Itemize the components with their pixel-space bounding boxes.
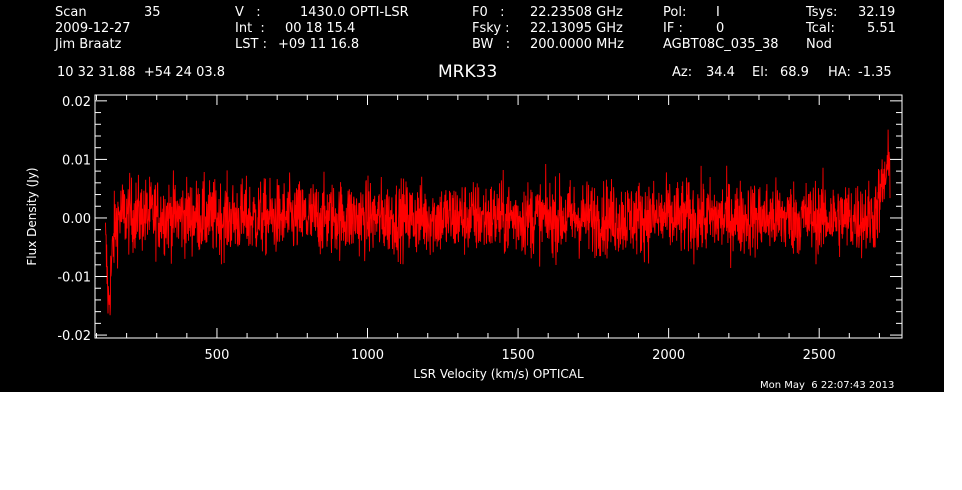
bw-value: 200.0000 MHz	[530, 37, 624, 52]
el-label: El:	[752, 65, 769, 80]
y-tick-label: 0.02	[62, 95, 91, 110]
y-axis-label: Flux Density (Jy)	[25, 167, 39, 265]
tsys-value: 32.19	[858, 5, 896, 20]
if-value: 0	[716, 21, 725, 36]
f0-label: F0 :	[472, 5, 505, 20]
observer-name: Jim Braatz	[55, 37, 122, 52]
spectrum-line	[105, 129, 891, 316]
scan-label: Scan	[55, 5, 87, 20]
y-tick-label: -0.02	[57, 329, 91, 344]
tsys-label: Tsys:	[806, 5, 838, 20]
az-value: 34.4	[706, 65, 735, 80]
source-coords: 10 32 31.88 +54 24 03.8	[57, 65, 226, 80]
fsky-value: 22.13095 GHz	[530, 21, 623, 36]
int-value: 00 18 15.4	[285, 21, 356, 36]
y-tick-label: 0.01	[62, 153, 91, 168]
spectrum-plot: 500 1000 1500 2000 2500 -0.02 -0.01 0.00 0.01 0.0…	[25, 94, 903, 381]
f0-value: 22.23508 GHz	[530, 5, 623, 20]
y-tick-label: 0.00	[62, 212, 91, 227]
ha-value: -1.35	[858, 65, 892, 80]
x-tick-label: 1500	[502, 348, 535, 363]
chart-title: MRK33	[438, 62, 498, 82]
x-axis-label: LSR Velocity (km/s) OPTICAL	[413, 367, 584, 381]
x-tick-label: 2500	[803, 348, 836, 363]
if-label: IF :	[663, 21, 683, 36]
tcal-value: 5.51	[867, 21, 896, 36]
project-id: AGBT08C_035_38	[663, 37, 779, 52]
obs-mode: Nod	[806, 37, 832, 52]
x-tick-label: 500	[205, 348, 230, 363]
plot-panel: Scan 35 2009-12-27 Jim Braatz V : 1430.0…	[0, 0, 944, 392]
pol-value: I	[716, 5, 720, 20]
velocity-label: V :	[235, 5, 261, 20]
plot-timestamp: Mon May 6 22:07:43 2013	[760, 380, 895, 391]
fsky-label: Fsky :	[472, 21, 510, 36]
scan-value: 35	[144, 5, 161, 20]
az-label: Az:	[672, 65, 693, 80]
tcal-label: Tcal:	[806, 21, 835, 36]
lst-value: +09 11 16.8	[278, 37, 360, 52]
pol-label: Pol:	[663, 5, 687, 20]
obs-date: 2009-12-27	[55, 21, 131, 36]
lst-label: LST :	[235, 37, 267, 52]
ha-label: HA:	[828, 65, 851, 80]
el-value: 68.9	[780, 65, 809, 80]
velocity-value: 1430.0 OPTI-LSR	[300, 5, 409, 20]
bw-label: BW :	[472, 37, 511, 52]
plot-frame	[94, 94, 903, 339]
x-tick-label: 2000	[652, 348, 685, 363]
int-label: Int :	[235, 21, 265, 36]
y-tick-label: -0.01	[57, 271, 91, 286]
x-tick-label: 1000	[351, 348, 384, 363]
